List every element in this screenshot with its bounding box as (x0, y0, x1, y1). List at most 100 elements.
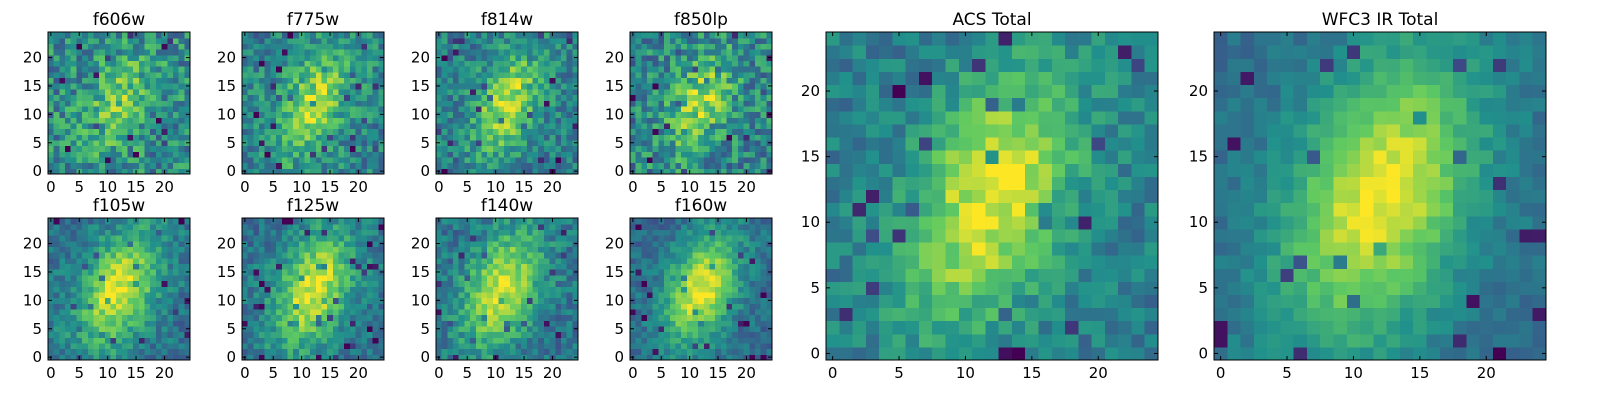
heatmap-cell (436, 49, 443, 56)
heatmap-cell (669, 156, 677, 164)
heatmap-cell (65, 145, 72, 152)
heatmap-cell (93, 235, 100, 242)
heatmap-cell (321, 122, 328, 130)
heatmap-cell (754, 105, 762, 113)
heatmap-cell (760, 71, 767, 79)
heatmap-cell (703, 122, 711, 130)
heatmap-cell (48, 223, 55, 230)
heatmap-cell (549, 331, 556, 338)
heatmap-cell (293, 280, 300, 287)
heatmap-cell (264, 218, 271, 225)
heatmap-cell (498, 229, 505, 236)
heatmap-cell (167, 331, 174, 338)
heatmap-cell (441, 342, 448, 350)
heatmap-cell (487, 308, 494, 316)
heatmap-cell (720, 168, 728, 175)
heatmap-cell (259, 151, 266, 158)
heatmap-cell (53, 32, 60, 39)
heatmap-cell (732, 162, 739, 169)
heatmap-cell (566, 83, 573, 90)
heatmap-cell (464, 223, 471, 230)
heatmap-cell (310, 252, 317, 259)
heatmap-cell (298, 325, 306, 333)
heatmap-cell (726, 156, 733, 164)
heatmap-cell (509, 100, 517, 107)
heatmap-cell (458, 77, 465, 84)
heatmap-cell (447, 88, 454, 96)
heatmap-cell (515, 269, 522, 276)
heatmap-cell (504, 354, 511, 361)
heatmap-cell (70, 252, 77, 259)
heatmap-cell (675, 134, 682, 141)
heatmap-cell (521, 134, 528, 141)
heatmap-cell (669, 60, 677, 67)
heatmap-cell (87, 145, 95, 152)
heatmap-cell (87, 100, 95, 107)
heatmap-cell (167, 156, 174, 164)
heatmap-cell (184, 229, 191, 236)
heatmap-cell (515, 354, 522, 361)
heatmap-cell (549, 240, 556, 247)
heatmap-cell (686, 117, 694, 124)
heatmap-cell (732, 94, 739, 101)
heatmap-cell (338, 337, 345, 344)
heatmap-cell (150, 151, 157, 158)
heatmap-cell (150, 303, 157, 310)
heatmap-cell (709, 66, 716, 73)
heatmap-cell (150, 162, 157, 169)
heatmap-cell (133, 274, 140, 282)
heatmap-cell (93, 320, 100, 327)
heatmap-cell (766, 308, 773, 316)
heatmap-cell (526, 139, 534, 147)
heatmap-cell (178, 354, 185, 361)
heatmap-cell (453, 37, 460, 44)
heatmap-cell (521, 83, 528, 90)
heatmap-cell (253, 162, 260, 169)
heatmap-cell (372, 139, 379, 147)
heatmap-cell (127, 337, 134, 344)
heatmap-cell (264, 291, 271, 299)
heatmap-cell (99, 77, 106, 84)
y-tick-label: 10 (217, 291, 236, 309)
heatmap-cell (464, 156, 471, 164)
heatmap-cell (566, 314, 573, 321)
heatmap-cell (150, 71, 157, 79)
heatmap-cell (641, 342, 648, 350)
heatmap-cell (732, 337, 739, 344)
heatmap-cell (167, 320, 174, 327)
heatmap-cell (338, 122, 345, 130)
heatmap-cell (167, 223, 174, 230)
heatmap-cell (116, 128, 123, 135)
heatmap-cell (475, 145, 483, 152)
heatmap-cell (287, 320, 294, 327)
heatmap-cell (116, 331, 123, 338)
heatmap-cell (264, 77, 271, 84)
heatmap-cell (349, 308, 357, 316)
heatmap-cell (709, 325, 716, 333)
heatmap-cell (464, 286, 471, 293)
heatmap-cell (321, 286, 328, 293)
heatmap-cell (259, 122, 266, 130)
heatmap-cell (110, 100, 117, 107)
heatmap-cell (315, 218, 323, 225)
heatmap-cell (264, 156, 271, 164)
heatmap-cell (538, 325, 545, 333)
heatmap-cell (692, 286, 699, 293)
heatmap-cell (93, 32, 100, 39)
heatmap-cell (310, 325, 317, 333)
heatmap-cell (441, 274, 448, 282)
heatmap-cell (281, 246, 289, 253)
heatmap-cell (155, 297, 163, 304)
heatmap-cell (259, 32, 266, 39)
heatmap-cell (447, 269, 454, 276)
heatmap-cell (709, 54, 716, 61)
heatmap-cell (178, 291, 185, 299)
heatmap-cell (310, 348, 317, 355)
heatmap-cell (630, 49, 637, 56)
heatmap-cell (270, 235, 277, 242)
heatmap-cell (630, 337, 637, 344)
heatmap-cell (65, 320, 72, 327)
x-tick-label: 10 (680, 178, 699, 196)
heatmap-cell (70, 246, 77, 253)
heatmap-cell (276, 100, 283, 107)
